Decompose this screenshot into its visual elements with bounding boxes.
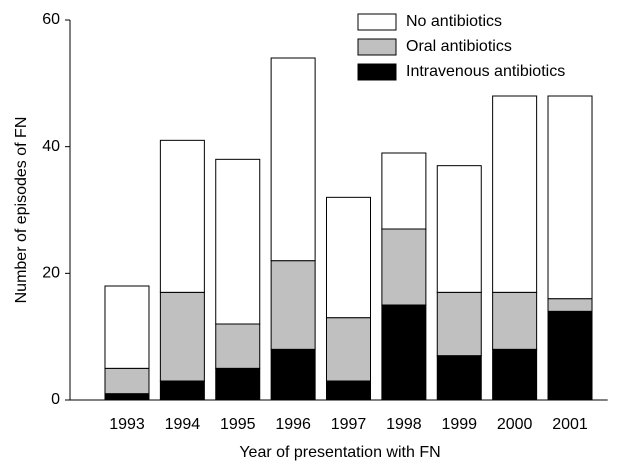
legend-label: No antibiotics bbox=[406, 13, 502, 30]
x-tick-label: 1994 bbox=[165, 416, 201, 433]
bar-segment bbox=[492, 348, 538, 401]
legend-swatch bbox=[357, 63, 397, 81]
legend-swatch bbox=[357, 13, 397, 31]
bar-segment bbox=[104, 367, 150, 395]
bar-segment bbox=[159, 380, 205, 401]
bar-segment bbox=[270, 348, 316, 401]
x-tick-label: 1995 bbox=[220, 416, 256, 433]
bar-segment bbox=[215, 158, 261, 325]
bar-segment bbox=[492, 291, 538, 350]
bar-segment bbox=[547, 298, 593, 312]
bar-segment bbox=[492, 95, 538, 293]
x-tick-label: 1999 bbox=[441, 416, 477, 433]
x-tick-label: 1993 bbox=[109, 416, 145, 433]
bar-segment bbox=[215, 367, 261, 401]
bar-segment bbox=[436, 355, 482, 401]
x-tick-label: 2000 bbox=[497, 416, 533, 433]
bar-segment bbox=[159, 139, 205, 293]
legend-swatch bbox=[357, 38, 397, 56]
bar-segment bbox=[436, 291, 482, 357]
bar-segment bbox=[381, 152, 427, 230]
bar-segment bbox=[270, 260, 316, 350]
bar-segment bbox=[381, 228, 427, 306]
bar-segment bbox=[104, 393, 150, 401]
bar-segment bbox=[159, 291, 205, 382]
bar-segment bbox=[326, 380, 371, 401]
bar-segment bbox=[326, 196, 371, 319]
y-tick-label: 20 bbox=[42, 265, 60, 282]
legend-label: Intravenous antibiotics bbox=[406, 63, 565, 80]
bar-segment bbox=[270, 57, 316, 262]
bar-segment bbox=[547, 310, 593, 401]
bar-segment bbox=[547, 95, 593, 300]
y-tick-label: 40 bbox=[42, 138, 60, 155]
y-tick-label: 0 bbox=[51, 391, 60, 408]
bar-segment bbox=[436, 165, 482, 293]
legend-label: Oral antibiotics bbox=[406, 38, 512, 55]
x-tick-label: 2001 bbox=[552, 416, 588, 433]
bar-segment bbox=[104, 285, 150, 369]
x-axis-label: Year of presentation with FN bbox=[239, 444, 440, 461]
y-tick-label: 60 bbox=[42, 11, 60, 28]
bar-segment bbox=[326, 317, 371, 382]
x-tick-label: 1998 bbox=[386, 416, 422, 433]
bar-segment bbox=[215, 323, 261, 369]
y-axis-label: Number of episodes of FN bbox=[13, 117, 30, 304]
x-tick-label: 1997 bbox=[331, 416, 367, 433]
bar-segment bbox=[381, 304, 427, 401]
x-tick-label: 1996 bbox=[275, 416, 311, 433]
